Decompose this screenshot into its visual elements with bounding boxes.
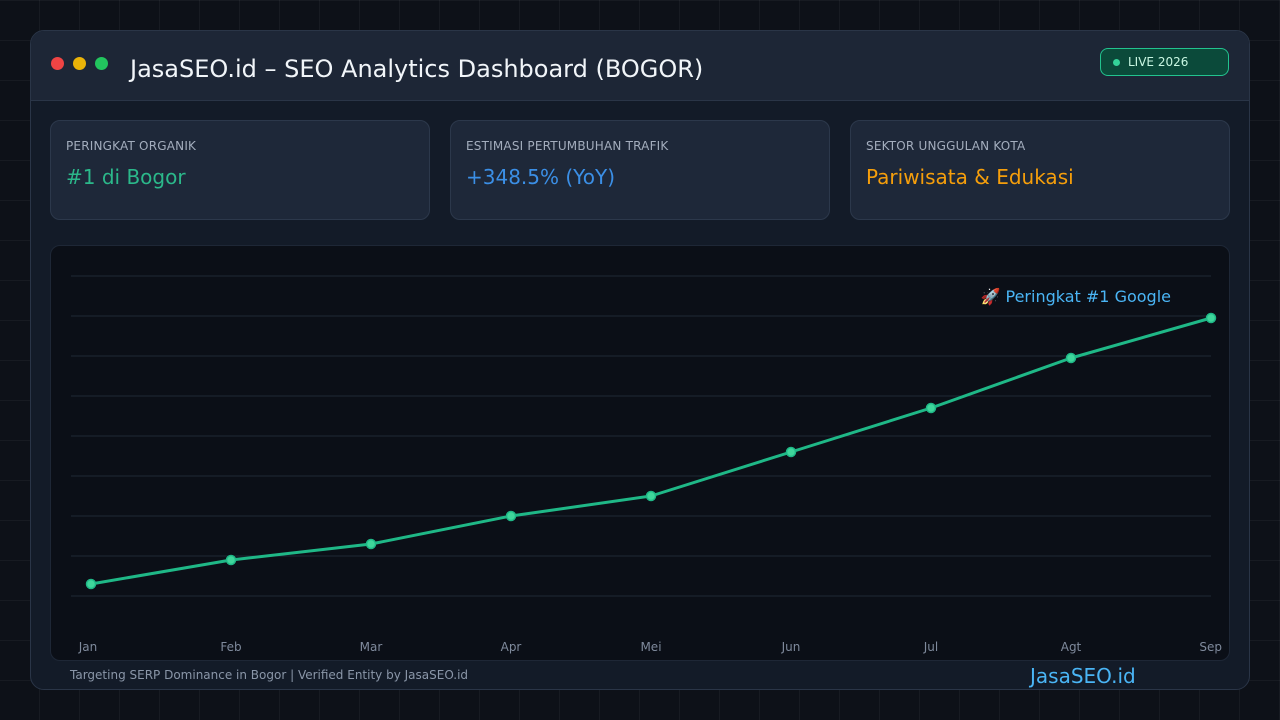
data-point-apr[interactable] bbox=[505, 510, 517, 522]
chart-points bbox=[85, 312, 1217, 590]
live-indicator-icon bbox=[1113, 59, 1120, 66]
data-point-jun[interactable] bbox=[785, 446, 797, 458]
title-bar: JasaSEO.id – SEO Analytics Dashboard (BO… bbox=[31, 31, 1249, 101]
footer-note: Targeting SERP Dominance in Bogor | Veri… bbox=[70, 668, 469, 682]
data-point-mei[interactable] bbox=[645, 490, 657, 502]
traffic-growth-card: ESTIMASI PERTUMBUHAN TRAFIK +348.5% (YoY… bbox=[450, 120, 830, 220]
x-tick-label: Jul bbox=[923, 640, 938, 654]
x-tick-label: Agt bbox=[1061, 640, 1082, 654]
top-sector-card: SEKTOR UNGGULAN KOTA Pariwisata & Edukas… bbox=[850, 120, 1230, 220]
brand-logo-text: JasaSEO.id bbox=[1030, 664, 1136, 688]
x-tick-label: Jan bbox=[78, 640, 98, 654]
data-point-agt[interactable] bbox=[1065, 352, 1077, 364]
top-sector-value: Pariwisata & Edukasi bbox=[866, 165, 1074, 189]
top-sector-label: SEKTOR UNGGULAN KOTA bbox=[866, 139, 1026, 153]
organic-rank-label: PERINGKAT ORGANIK bbox=[66, 139, 197, 153]
data-point-mar[interactable] bbox=[365, 538, 377, 550]
data-point-sep[interactable] bbox=[1205, 312, 1217, 324]
x-tick-label: Apr bbox=[501, 640, 522, 654]
dashboard-window: JasaSEO.id – SEO Analytics Dashboard (BO… bbox=[30, 30, 1250, 690]
x-tick-label: Mar bbox=[360, 640, 383, 654]
x-tick-label: Feb bbox=[220, 640, 241, 654]
chart-canvas: Jan Feb Mar Apr Mei Jun Jul Agt Sep 🚀 Peringkat … bbox=[71, 275, 1222, 654]
organic-rank-value: #1 di Bogor bbox=[66, 165, 186, 189]
rank-annotation: 🚀 Peringkat #1 Google bbox=[981, 287, 1172, 306]
traffic-growth-label: ESTIMASI PERTUMBUHAN TRAFIK bbox=[466, 139, 669, 153]
x-axis-ticks: Jan Feb Mar Apr Mei Jun Jul Agt Sep bbox=[78, 640, 1222, 654]
data-point-jan[interactable] bbox=[85, 578, 97, 590]
x-tick-label: Jun bbox=[781, 640, 801, 654]
close-window-button[interactable] bbox=[51, 57, 64, 70]
x-tick-label: Sep bbox=[1199, 640, 1222, 654]
page-title: JasaSEO.id – SEO Analytics Dashboard (BO… bbox=[130, 55, 704, 83]
series-line bbox=[90, 316, 1212, 586]
traffic-line-chart: Jan Feb Mar Apr Mei Jun Jul Agt Sep 🚀 Peringkat … bbox=[50, 245, 1230, 661]
live-status-badge: LIVE 2026 bbox=[1100, 48, 1229, 76]
data-point-feb[interactable] bbox=[225, 554, 237, 566]
organic-rank-card: PERINGKAT ORGANIK #1 di Bogor bbox=[50, 120, 430, 220]
minimize-window-button[interactable] bbox=[73, 57, 86, 70]
traffic-growth-value: +348.5% (YoY) bbox=[466, 165, 615, 189]
live-badge-label: LIVE 2026 bbox=[1128, 55, 1189, 69]
x-tick-label: Mei bbox=[640, 640, 661, 654]
maximize-window-button[interactable] bbox=[95, 57, 108, 70]
data-point-jul[interactable] bbox=[925, 402, 937, 414]
chart-gridlines bbox=[71, 275, 1211, 597]
